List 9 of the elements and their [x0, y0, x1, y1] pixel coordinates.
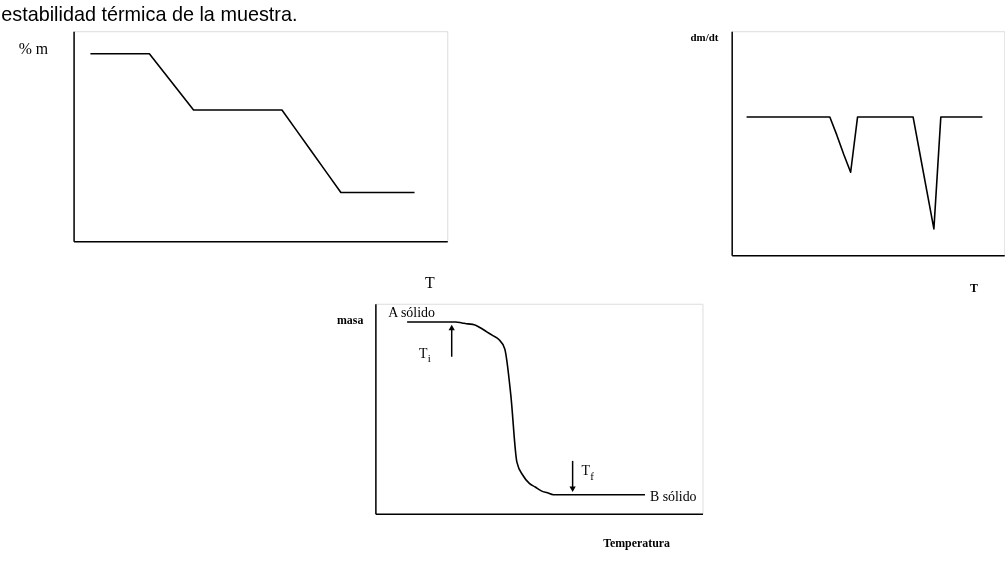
text: A sólido	[388, 305, 435, 321]
y-axis-title: % m	[18, 40, 49, 58]
y-axis-title: masa	[336, 313, 364, 328]
x-axis-title: T	[425, 274, 436, 292]
x-axis-title: Temperatura	[603, 536, 671, 551]
text: B sólido	[649, 488, 697, 504]
x-axis-title: T	[970, 281, 979, 296]
text: estabilidad térmica de la muestra.	[1, 3, 298, 26]
y-axis-title: dm/dt	[690, 30, 719, 43]
